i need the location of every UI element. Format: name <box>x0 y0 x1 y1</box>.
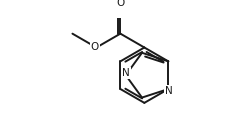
Text: O: O <box>116 0 124 8</box>
Text: N: N <box>165 86 173 96</box>
Text: O: O <box>91 42 99 53</box>
Text: N: N <box>122 68 130 78</box>
